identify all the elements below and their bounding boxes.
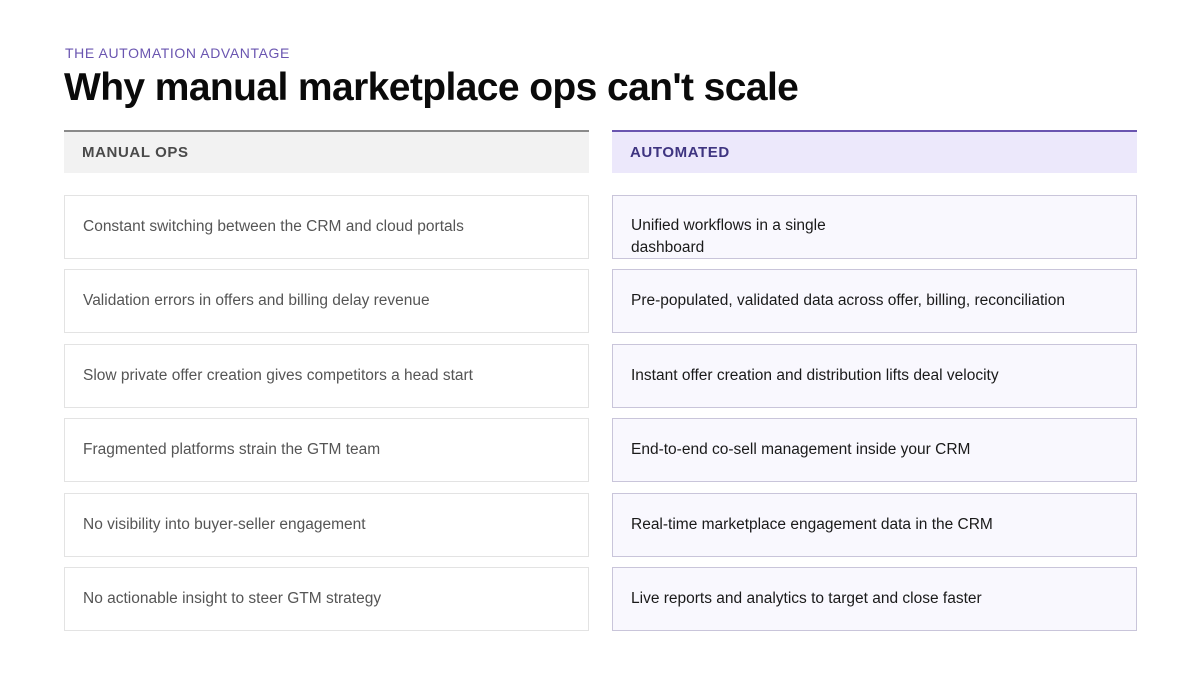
manual-ops-row-text: Validation errors in offers and billing … [83, 292, 430, 310]
automated-column: AUTOMATED Unified workflows in a single … [612, 130, 1137, 641]
manual-ops-row: Validation errors in offers and billing … [64, 269, 589, 334]
automated-row-text: End-to-end co-sell management inside you… [631, 441, 971, 459]
automated-row: Unified workflows in a single dashboard [612, 195, 1137, 259]
automated-header: AUTOMATED [612, 130, 1137, 173]
manual-ops-row-text: Constant switching between the CRM and c… [83, 218, 464, 235]
automated-row: Instant offer creation and distribution … [612, 343, 1137, 408]
manual-ops-row: Constant switching between the CRM and c… [64, 195, 589, 259]
automated-row: End-to-end co-sell management inside you… [612, 418, 1137, 483]
manual-ops-column: MANUAL OPS Constant switching between th… [64, 130, 589, 641]
automated-row: Pre-populated, validated data across off… [612, 269, 1137, 334]
automated-row-text: Unified workflows in a single dashboard [631, 217, 826, 256]
manual-ops-row-text: Slow private offer creation gives compet… [83, 366, 473, 384]
manual-ops-row-text: Fragmented platforms strain the GTM team [83, 441, 381, 459]
automated-row-text: Live reports and analytics to target and… [631, 589, 982, 607]
manual-ops-row: No actionable insight to steer GTM strat… [64, 566, 589, 631]
automated-list: Unified workflows in a single dashboard … [612, 195, 1137, 631]
manual-ops-row-text: No visibility into buyer-seller engageme… [83, 515, 366, 533]
automated-row-text: Instant offer creation and distribution … [631, 366, 999, 384]
manual-ops-row: Fragmented platforms strain the GTM team [64, 418, 589, 483]
automated-row: Live reports and analytics to target and… [612, 566, 1137, 631]
automated-row-text: Pre-populated, validated data across off… [631, 292, 1065, 310]
manual-ops-header: MANUAL OPS [64, 130, 589, 173]
eyebrow-label: THE AUTOMATION ADVANTAGE [65, 45, 290, 61]
manual-ops-list: Constant switching between the CRM and c… [64, 195, 589, 631]
automated-row: Real-time marketplace engagement data in… [612, 492, 1137, 557]
manual-ops-row: Slow private offer creation gives compet… [64, 343, 589, 408]
page-title: Why manual marketplace ops can't scale [64, 66, 799, 109]
manual-ops-row-text: No actionable insight to steer GTM strat… [83, 589, 382, 607]
manual-ops-row: No visibility into buyer-seller engageme… [64, 492, 589, 557]
automated-row-text: Real-time marketplace engagement data in… [631, 515, 993, 533]
